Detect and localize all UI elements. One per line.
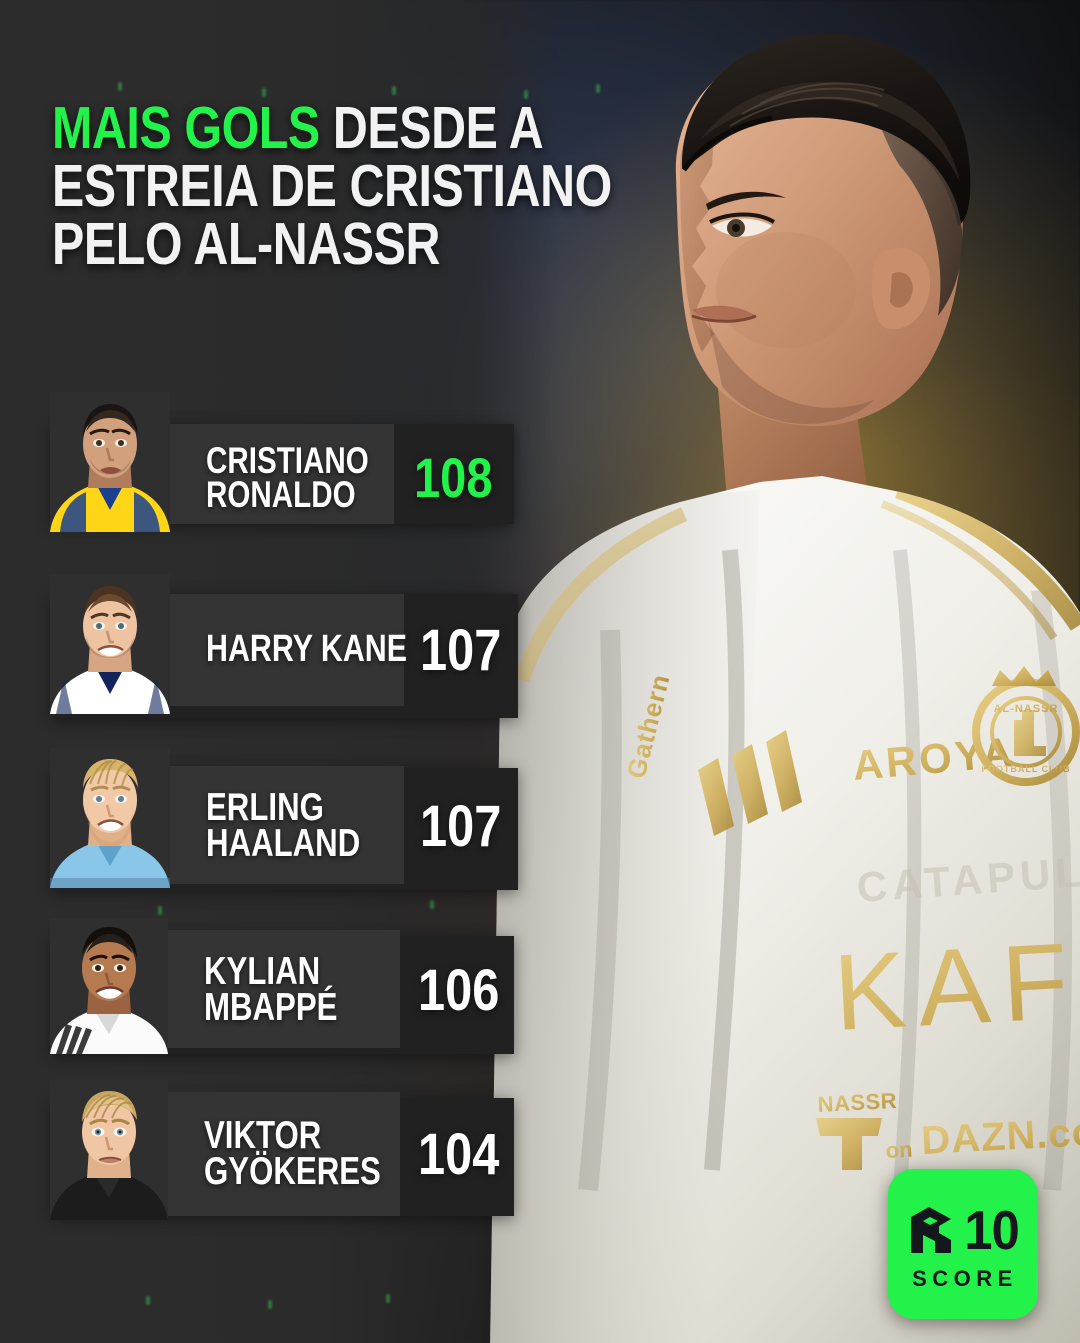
player-name-line-2: HAALAND bbox=[206, 821, 361, 865]
player-goal-count: 108 bbox=[414, 446, 493, 509]
headline-accent: MAIS GOLS bbox=[52, 95, 320, 161]
bokeh-speck bbox=[118, 82, 122, 91]
bokeh-speck bbox=[158, 906, 162, 915]
player-name-line-1: VIKTOR bbox=[204, 1114, 322, 1157]
player-name-line-1: ERLING bbox=[206, 786, 324, 829]
logo-wordmark: SCORE bbox=[912, 1265, 1018, 1291]
logo-number: 10 bbox=[964, 1199, 1019, 1261]
player-goal-count: 104 bbox=[418, 1122, 500, 1187]
player-name-line-1: CRISTIANO bbox=[206, 440, 369, 481]
player-goal-count: 106 bbox=[418, 958, 500, 1023]
player-avatar bbox=[50, 748, 170, 888]
player-name-line-2: MBAPPÉ bbox=[204, 985, 338, 1029]
bokeh-speck bbox=[430, 900, 434, 909]
player-name-line-2: GYÖKERES bbox=[204, 1149, 381, 1193]
bokeh-speck bbox=[386, 1294, 390, 1303]
headline-line-1: MAIS GOLS DESDE A bbox=[52, 99, 560, 158]
player-name-line-1: KYLIAN bbox=[204, 950, 321, 993]
player-avatar bbox=[50, 918, 168, 1054]
bokeh-speck bbox=[596, 84, 600, 93]
player-goal-count: 107 bbox=[420, 794, 502, 859]
bokeh-speck bbox=[146, 1296, 150, 1305]
brand-logo[interactable]: 10 SCORE bbox=[888, 1169, 1038, 1319]
bokeh-speck bbox=[524, 90, 528, 99]
headline-line-2: ESTREIA DE CRISTIANO bbox=[52, 152, 612, 219]
player-name: HARRY KANE bbox=[206, 628, 446, 670]
logo-top-row: 10 bbox=[905, 1203, 1021, 1259]
player-name: VIKTOR GYÖKERES bbox=[204, 1114, 444, 1193]
player-avatar bbox=[50, 392, 170, 532]
player-name: ERLING HAALAND bbox=[206, 786, 446, 865]
bokeh-speck bbox=[268, 1300, 272, 1309]
player-goal-count: 107 bbox=[420, 618, 502, 683]
player-name: KYLIAN MBAPPÉ bbox=[204, 950, 444, 1029]
r10-mark-icon bbox=[905, 1203, 957, 1259]
player-avatar bbox=[50, 574, 170, 714]
page-title: MAIS GOLS DESDE A ESTREIA DE CRISTIANO P… bbox=[52, 99, 612, 277]
player-name: CRISTIANO RONALDO bbox=[206, 440, 430, 516]
player-name-line-1: HARRY KANE bbox=[206, 628, 407, 670]
bokeh-speck bbox=[392, 86, 396, 95]
headline-line-1-rest: DESDE A bbox=[319, 95, 544, 161]
player-avatar bbox=[50, 1080, 168, 1220]
headline-line-3: PELO AL-NASSR bbox=[52, 210, 441, 277]
bokeh-speck bbox=[262, 88, 266, 97]
player-name-line-2: RONALDO bbox=[206, 474, 356, 516]
